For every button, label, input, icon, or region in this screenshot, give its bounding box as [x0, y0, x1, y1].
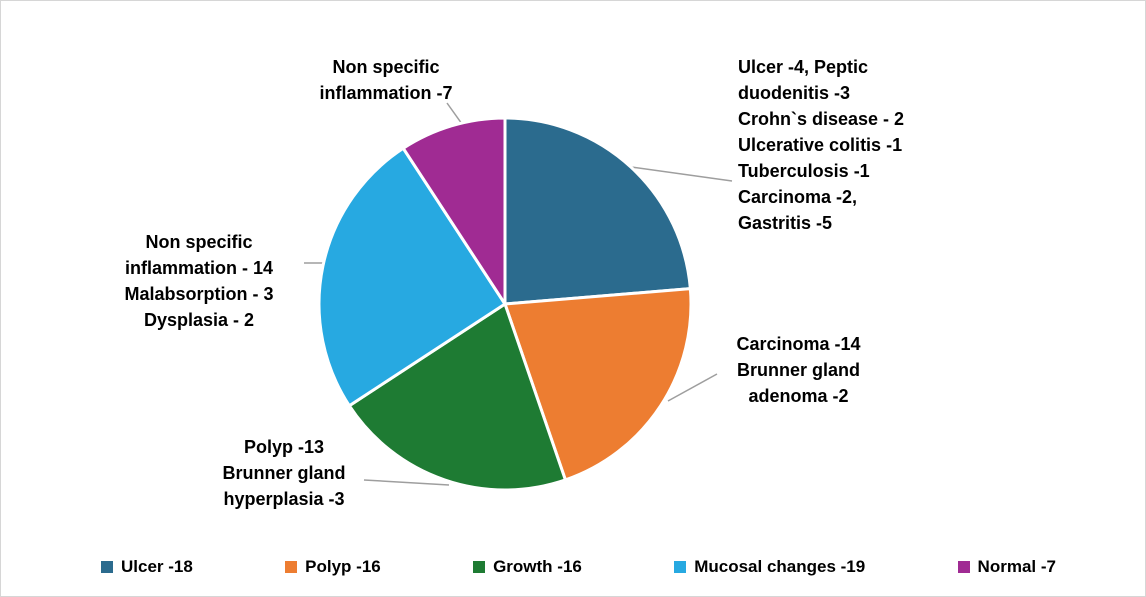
legend-swatch-normal	[957, 561, 970, 573]
pie-slice-normal-7[interactable]	[401, 116, 507, 306]
legend-label-polyp: Polyp -16	[305, 557, 381, 576]
annotation-ulcer: Ulcer -4, Peptic duodenitis -3 Crohn`s d…	[738, 57, 905, 233]
legend-item-normal[interactable]: Normal -7	[957, 557, 1056, 577]
legend-swatch-polyp	[285, 561, 298, 573]
annotation-normal: Non specific inflammation -7	[319, 57, 453, 103]
annotation-mucosal: Non specific inflammation - 14 Malabsorp…	[124, 232, 274, 330]
legend-swatch-mucosal-changes	[674, 561, 687, 573]
legend-item-ulcer[interactable]: Ulcer -18	[101, 557, 193, 577]
pie-slices-group	[317, 116, 693, 492]
legend-item-polyp[interactable]: Polyp -16	[285, 557, 381, 577]
pie-slice-growth-16[interactable]	[347, 302, 567, 492]
pie-slice-mucosal-changes-19[interactable]	[317, 146, 507, 408]
legend-label-normal: Normal -7	[977, 557, 1056, 576]
legend-label-growth: Growth -16	[493, 557, 582, 576]
legend-swatch-ulcer	[101, 561, 113, 573]
legend-swatch-growth	[473, 561, 486, 573]
annotation-polyp: Carcinoma -14 Brunner gland adenoma -2	[736, 334, 861, 406]
leader-line-ulcer	[630, 166, 733, 182]
legend-label-mucosal-changes: Mucosal changes -19	[694, 557, 866, 576]
legend-label-ulcer: Ulcer -18	[121, 557, 193, 576]
legend-item-mucosal-changes[interactable]: Mucosal changes -19	[674, 557, 865, 577]
pie-slice-ulcer-18[interactable]	[503, 116, 692, 306]
pie-slice-polyp-16[interactable]	[503, 287, 693, 482]
annotation-growth: Polyp -13 Brunner gland hyperplasia -3	[222, 437, 346, 509]
leader-line-polyp	[667, 373, 718, 402]
legend: Ulcer -18 Polyp -16 Growth -16 Mucosal c…	[101, 557, 1056, 577]
legend-item-growth[interactable]: Growth -16	[473, 557, 582, 577]
leader-line-growth	[363, 479, 450, 486]
